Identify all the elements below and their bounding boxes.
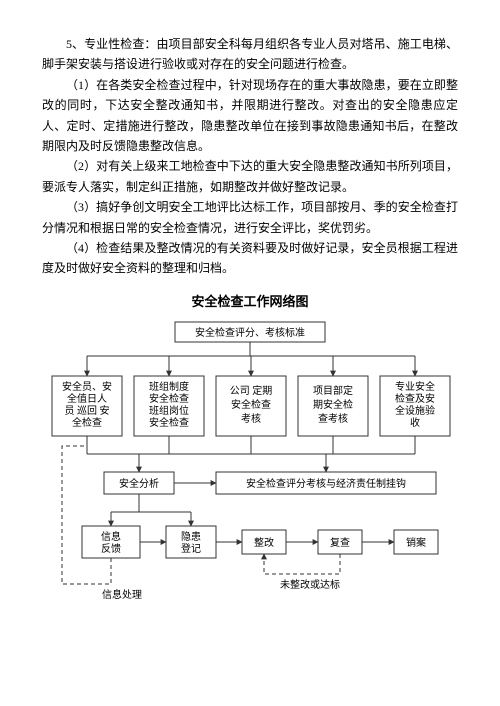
label-infoproc: 信息处理 [102,588,142,601]
svg-text:安全员、安: 安全员、安 [62,380,112,393]
node-anal: 安全分析 [119,477,159,490]
svg-text:安全检查: 安全检查 [231,398,271,411]
para-5-4: （4）检查结果及整改情况的有关资料要及时做好记录，安全员根据工程进度及时做好安全… [42,238,458,279]
svg-text:信息: 信息 [101,530,121,543]
svg-text:全值日人: 全值日人 [67,392,107,405]
para-5: 5、专业性检查：由项目部安全科每月组织各专业人员对塔吊、施工电梯、脚手架安装与搭… [42,34,458,75]
svg-text:项目部定: 项目部定 [313,384,353,397]
svg-text:员 巡回 安: 员 巡回 安 [65,404,110,417]
para-5-1: （1）在各类安全检查过程中，针对现场存在的重大事故隐患，要在立即整改的同时，下达… [42,75,458,157]
svg-text:安全检查: 安全检查 [149,416,189,429]
para-5-3: （3）搞好争创文明安全工地评比达标工作，项目部按月、季的安全检查打分情况和根据日… [42,197,458,238]
node-fix: 整改 [254,536,274,549]
node-top: 安全检查评分、考核标准 [195,326,305,339]
figure-title: 安全检查工作网络图 [42,291,458,310]
svg-text:全检查: 全检查 [72,416,102,429]
node-close: 销案 [406,536,426,549]
svg-text:查考核: 查考核 [318,412,348,425]
svg-text:安全检查: 安全检查 [149,392,189,405]
svg-text:班组岗位: 班组岗位 [149,404,189,417]
svg-text:考核: 考核 [241,412,261,425]
flowchart: 安全检查评分、考核标准 安全员、安全值日人员 巡回 安全检查 班组制度安全检查班… [42,316,458,616]
svg-text:全设施验: 全设施验 [395,404,435,417]
svg-text:公司 定期: 公司 定期 [230,384,273,397]
svg-text:专业安全: 专业安全 [395,380,435,393]
svg-text:登记: 登记 [181,542,201,555]
svg-text:反馈: 反馈 [101,542,121,555]
node-link: 安全检查评分考核与经济责任制挂钩 [246,477,406,490]
svg-text:隐患: 隐患 [181,531,201,543]
label-redo: 未整改或达标 [280,578,340,591]
svg-text:班组制度: 班组制度 [149,380,189,393]
para-5-2: （2）对有关上级来工地检查中下达的重大安全隐患整改通知书所列项目，要派专人落实，… [42,156,458,197]
svg-text:期安全检: 期安全检 [313,398,353,411]
svg-text:收: 收 [410,416,420,429]
svg-text:检查及安: 检查及安 [395,392,435,405]
node-rev: 复查 [330,536,350,549]
